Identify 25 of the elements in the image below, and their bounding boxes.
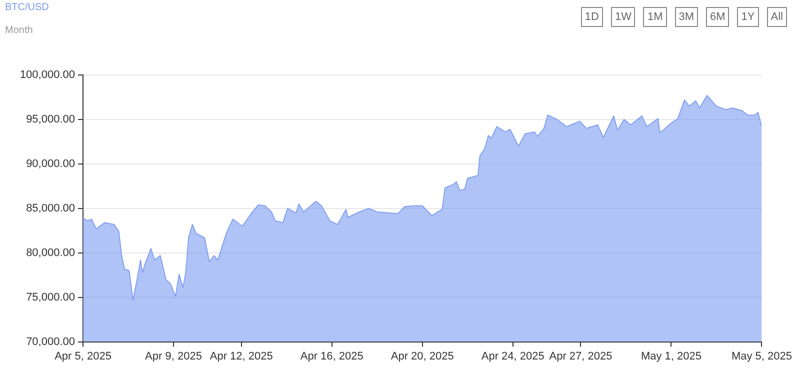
text: 6M bbox=[706, 7, 730, 27]
chart-title: BTC/USD bbox=[5, 2, 49, 13]
y-tick-label: 100,000.00 bbox=[20, 69, 75, 82]
text: 3M bbox=[674, 7, 698, 27]
text: 1M bbox=[643, 7, 667, 27]
x-tick-label: Apr 24, 2025 bbox=[481, 350, 544, 362]
text: 1Y bbox=[737, 7, 759, 27]
x-tick-label: Apr 9, 2025 bbox=[145, 350, 202, 362]
y-tick-label: 80,000.00 bbox=[26, 246, 75, 259]
x-tick-label: Apr 20, 2025 bbox=[390, 350, 454, 362]
text: All bbox=[766, 7, 787, 27]
x-tick-label: Apr 27, 2025 bbox=[549, 350, 612, 362]
x-tick-label: May 5, 2025 bbox=[731, 350, 792, 362]
y-tick-label: 95,000.00 bbox=[26, 114, 75, 126]
x-tick-label: Apr 12, 2025 bbox=[210, 350, 273, 362]
y-tick-label: 90,000.00 bbox=[26, 158, 75, 170]
text: 1D bbox=[580, 7, 603, 27]
x-tick-label: May 1, 2025 bbox=[640, 350, 702, 362]
y-tick-label: 75,000.00 bbox=[26, 291, 75, 304]
chart-subtitle: Month bbox=[5, 25, 33, 36]
y-tick-label: 70,000.00 bbox=[26, 336, 75, 348]
x-tick-label: Apr 5, 2025 bbox=[54, 350, 112, 362]
x-tick-label: Apr 16, 2025 bbox=[300, 350, 364, 362]
y-tick-label: 85,000.00 bbox=[26, 202, 75, 214]
text: 1W bbox=[610, 7, 636, 27]
